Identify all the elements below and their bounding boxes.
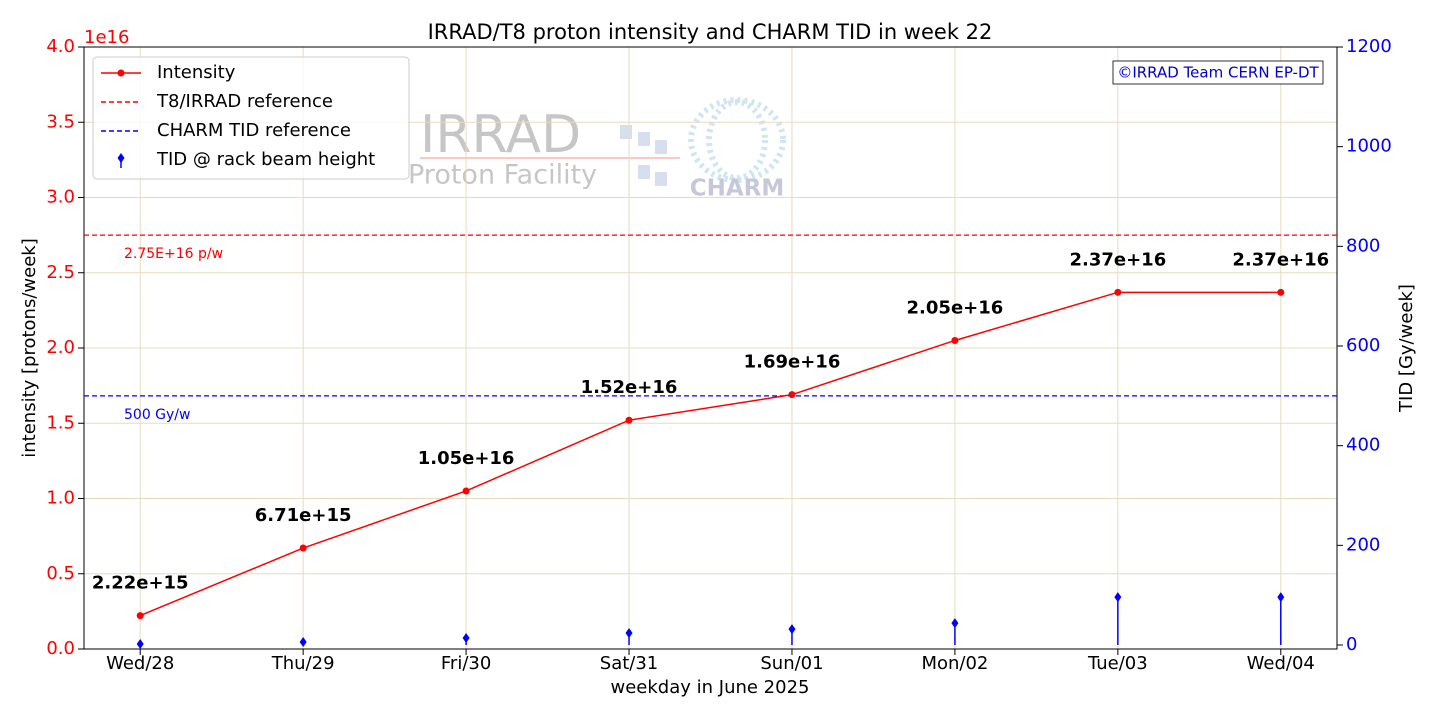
stem-marker <box>299 637 307 648</box>
data-point <box>462 487 470 495</box>
x-tick-label: Mon/02 <box>921 653 988 674</box>
legend-label: CHARM TID reference <box>157 120 351 141</box>
y-tick-label: 2.5 <box>46 262 75 283</box>
y2-tick-label: 200 <box>1346 534 1380 555</box>
x-axis-label: weekday in June 2025 <box>611 677 810 698</box>
data-label: 1.52e+16 <box>581 377 678 398</box>
stem-marker <box>136 639 144 650</box>
data-label: 1.05e+16 <box>418 448 515 469</box>
data-point <box>788 391 796 399</box>
data-line <box>139 291 1281 617</box>
legend-box <box>92 56 410 180</box>
stem-marker <box>625 628 633 639</box>
watermark-shape <box>655 140 667 154</box>
legend-label: Intensity <box>157 62 236 83</box>
x-tick-label: Thu/29 <box>271 653 335 674</box>
y-tick-label: 2.0 <box>46 337 75 358</box>
x-tick-label: Tue/03 <box>1087 653 1148 674</box>
y-tick-label: 0.0 <box>46 638 75 659</box>
data-point <box>299 544 307 552</box>
data-label: 2.05e+16 <box>907 297 1004 318</box>
watermark-shape <box>706 99 768 181</box>
stem-marker <box>1114 592 1122 603</box>
legend-swatch <box>117 69 125 77</box>
legend-label: TID @ rack beam height <box>156 149 375 170</box>
data-label: 2.37e+16 <box>1069 249 1166 270</box>
x-tick-label: Wed/28 <box>106 653 174 674</box>
y2-axis-label: TID [Gy/week] <box>1396 284 1417 413</box>
data-point <box>951 336 959 344</box>
y-axis-label: intensity [protons/week] <box>19 238 40 457</box>
reference-label: 2.75E+16 p/w <box>124 246 223 262</box>
y-tick-label: 4.0 <box>46 36 75 57</box>
x-tick-label: Fri/30 <box>441 653 491 674</box>
watermark-shape <box>655 172 667 186</box>
y2-tick-label: 800 <box>1346 235 1380 256</box>
x-tick-label: Sat/31 <box>600 653 658 674</box>
stem-marker <box>788 624 796 635</box>
x-tick-label: Sun/01 <box>760 653 823 674</box>
data-label: 2.37e+16 <box>1232 249 1329 270</box>
axis-offset-label: 1e16 <box>84 27 129 48</box>
data-point <box>1277 288 1285 296</box>
legend: Intensity T8/IRRAD reference CHARM TID ref… <box>92 56 410 180</box>
data-point <box>136 612 144 620</box>
legend-label: T8/IRRAD reference <box>156 91 333 112</box>
stem-marker <box>1277 592 1285 603</box>
watermark-shape <box>638 165 650 179</box>
y2-tick-label: 0 <box>1346 634 1357 655</box>
watermark-shape <box>638 132 650 146</box>
stem-marker <box>462 633 470 644</box>
watermark-shape <box>688 97 786 183</box>
y2-tick-label: 1000 <box>1346 136 1392 157</box>
x-tick-label: Wed/04 <box>1247 653 1315 674</box>
stem-marker <box>951 618 959 629</box>
copyright-box <box>1112 60 1324 85</box>
watermark-text: IRRAD <box>420 105 581 165</box>
y-tick-label: 3.5 <box>46 111 75 132</box>
data-label: 6.71e+15 <box>255 505 352 526</box>
watermark-text: Proton Facility <box>408 160 597 191</box>
y-tick-label: 3.0 <box>46 187 75 208</box>
chart-title: IRRAD/T8 proton intensity and CHARM TID … <box>428 20 993 44</box>
y-tick-label: 1.0 <box>46 488 75 509</box>
watermark: IRRAD Proton Facility CHARM <box>408 97 786 202</box>
copyright: ©IRRAD Team CERN EP-DT <box>1117 64 1319 82</box>
y2-tick-label: 400 <box>1346 435 1380 456</box>
y-tick-label: 0.5 <box>46 563 75 584</box>
data-point <box>625 416 633 424</box>
plot-frame <box>83 46 1338 650</box>
watermark-shape <box>620 125 632 139</box>
data-label: 2.22e+15 <box>92 573 189 594</box>
y-tick-label: 1.5 <box>46 412 75 433</box>
legend-swatch <box>117 153 125 163</box>
data-point <box>1114 288 1122 296</box>
reference-label: 500 Gy/w <box>124 407 190 423</box>
data-label: 1.69e+16 <box>744 352 841 373</box>
y2-tick-label: 600 <box>1346 335 1380 356</box>
y2-tick-label: 1200 <box>1346 36 1392 57</box>
